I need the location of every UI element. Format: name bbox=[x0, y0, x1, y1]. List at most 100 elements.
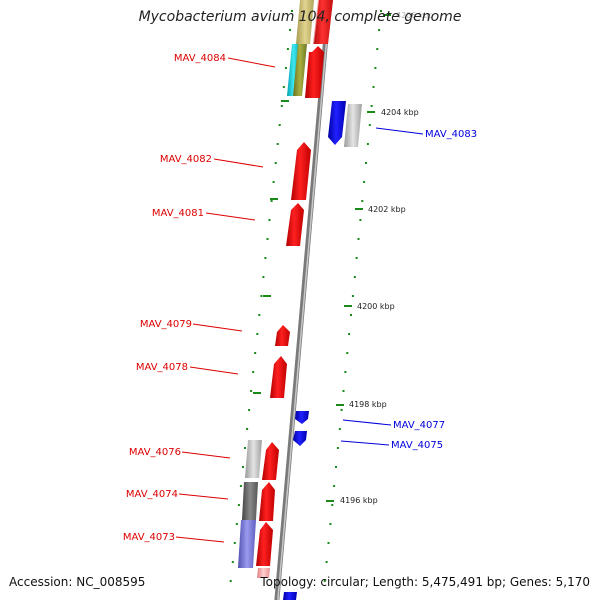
gene-block-khaki[interactable] bbox=[296, 0, 314, 44]
label-connectors bbox=[175, 57, 424, 543]
position-dash bbox=[336, 447, 339, 449]
position-dash bbox=[348, 333, 351, 335]
position-dash bbox=[361, 200, 364, 202]
position-tick-mark bbox=[336, 404, 344, 406]
position-dashes bbox=[229, 10, 382, 582]
position-tick-label: 4200 kbp bbox=[357, 302, 395, 311]
gene-label-MAV_4076[interactable]: MAV_4076 bbox=[129, 447, 181, 458]
position-dash bbox=[252, 371, 255, 373]
gene-label-MAV_4082[interactable]: MAV_4082 bbox=[160, 154, 212, 165]
position-dash bbox=[338, 428, 341, 430]
position-dash bbox=[365, 162, 367, 164]
position-dash bbox=[374, 67, 377, 69]
position-dash bbox=[335, 466, 337, 468]
gene-MAV_4074-arrow[interactable] bbox=[259, 482, 275, 521]
gene-label-MAV_4075[interactable]: MAV_4075 bbox=[391, 440, 443, 451]
gene-label-MAV_4084[interactable]: MAV_4084 bbox=[174, 53, 226, 64]
gene-label-MAV_4073[interactable]: MAV_4073 bbox=[123, 532, 175, 543]
position-dash bbox=[380, 10, 382, 12]
position-dash bbox=[233, 542, 236, 544]
position-tick-mark bbox=[344, 305, 352, 307]
gene-blocks bbox=[238, 0, 362, 600]
position-tick-mark bbox=[355, 208, 363, 210]
position-dash bbox=[342, 390, 345, 392]
gene-label-MAV_4081[interactable]: MAV_4081 bbox=[152, 208, 204, 219]
position-dash bbox=[323, 580, 326, 582]
position-dash bbox=[368, 124, 371, 126]
position-dash bbox=[289, 29, 291, 31]
position-dash bbox=[246, 428, 249, 430]
position-dash bbox=[244, 447, 246, 449]
position-dash bbox=[248, 409, 251, 411]
position-dash bbox=[231, 561, 234, 563]
position-dash bbox=[366, 143, 369, 145]
gene-MAV_4079-arrow[interactable] bbox=[275, 325, 290, 346]
gene-label-MAV_4079[interactable]: MAV_4079 bbox=[140, 319, 192, 330]
gene-label-MAV_4078[interactable]: MAV_4078 bbox=[136, 362, 188, 373]
position-tick-mark bbox=[281, 100, 289, 102]
gene-block-red-top[interactable] bbox=[314, 0, 333, 44]
position-dash bbox=[276, 143, 279, 145]
position-dash bbox=[372, 86, 375, 88]
gene-MAV_4081-arrow[interactable] bbox=[286, 203, 304, 246]
gene-MAV_4078-arrow[interactable] bbox=[270, 356, 287, 398]
position-dash bbox=[268, 219, 271, 221]
position-dash bbox=[350, 314, 352, 316]
position-dash bbox=[351, 295, 354, 297]
topology-text: Topology: circular; Length: 5,475,491 bp… bbox=[260, 575, 590, 589]
position-dash bbox=[235, 523, 238, 525]
position-ticks: 4196 kbp 4198 kbp 4200 kbp 4202 kbp 4204 kbp… bbox=[244, 11, 434, 505]
position-dash bbox=[346, 352, 349, 354]
gene-label-MAV_4077[interactable]: MAV_4077 bbox=[393, 420, 445, 431]
position-dash bbox=[333, 485, 336, 487]
accession-text: Accession: NC_008595 bbox=[9, 575, 146, 589]
gene-MAV_4076-arrow[interactable] bbox=[262, 442, 279, 480]
gene-MAV_4083-block[interactable] bbox=[344, 104, 362, 147]
genome-backbone bbox=[274, 0, 332, 600]
position-dash bbox=[286, 48, 289, 50]
gene-label-MAV_4074[interactable]: MAV_4074 bbox=[126, 489, 178, 500]
position-dash bbox=[229, 580, 232, 582]
position-dash bbox=[329, 523, 332, 525]
gene-MAV_4082-arrow[interactable] bbox=[291, 142, 311, 200]
gene-block-blue-bottom[interactable] bbox=[283, 592, 297, 600]
position-dash bbox=[357, 238, 360, 240]
position-dash bbox=[262, 276, 265, 278]
gene-label-MAV_4083[interactable]: MAV_4083 bbox=[425, 129, 477, 140]
position-tick-label: 4198 kbp bbox=[349, 400, 387, 409]
genome-title: Mycobacterium avium 104, complete genome bbox=[138, 9, 462, 25]
gene-MAV_4084-arrow[interactable] bbox=[305, 46, 324, 98]
gene-block-purple[interactable] bbox=[238, 520, 256, 568]
position-dash bbox=[284, 67, 287, 69]
gene-block-pink-bottom[interactable] bbox=[257, 568, 270, 578]
position-dash bbox=[260, 295, 263, 297]
position-dash bbox=[266, 238, 269, 240]
position-tick-label: 4206 kbp bbox=[396, 11, 434, 20]
position-dash bbox=[344, 371, 347, 373]
position-dash bbox=[282, 86, 285, 88]
gene-MAV_4077-arrow[interactable] bbox=[295, 411, 309, 424]
gene-MAV_4075-arrow[interactable] bbox=[293, 431, 307, 446]
position-tick-mark bbox=[253, 392, 261, 394]
gene-block-olive[interactable] bbox=[293, 44, 307, 96]
position-dash bbox=[242, 466, 244, 468]
position-dash bbox=[237, 504, 240, 506]
gene-block-grey[interactable] bbox=[245, 440, 262, 478]
position-dash bbox=[280, 105, 283, 107]
position-dash bbox=[355, 257, 358, 259]
position-tick-label: 4196 kbp bbox=[340, 496, 378, 505]
position-dash bbox=[331, 504, 334, 506]
genome-backbone-highlight bbox=[277, 0, 331, 600]
gene-block-blue-4083[interactable] bbox=[328, 101, 346, 145]
gene-MAV_4073-arrow[interactable] bbox=[256, 522, 273, 566]
position-tick-mark bbox=[383, 14, 391, 16]
position-dash bbox=[327, 542, 330, 544]
position-dash bbox=[325, 561, 328, 563]
position-dash bbox=[353, 276, 356, 278]
position-dash bbox=[359, 219, 362, 221]
gene-block-darkgrey[interactable] bbox=[242, 482, 258, 520]
position-tick-mark bbox=[326, 500, 334, 502]
position-dash bbox=[378, 29, 381, 31]
